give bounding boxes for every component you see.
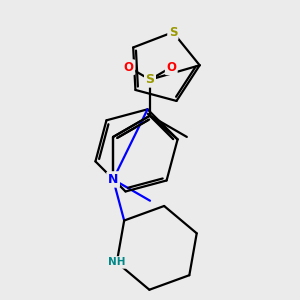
Text: S: S xyxy=(169,26,177,39)
Text: NH: NH xyxy=(108,257,125,267)
Text: O: O xyxy=(166,61,176,74)
Text: N: N xyxy=(108,173,119,186)
Text: O: O xyxy=(124,61,134,74)
Text: N: N xyxy=(108,173,119,186)
Text: S: S xyxy=(146,73,154,86)
